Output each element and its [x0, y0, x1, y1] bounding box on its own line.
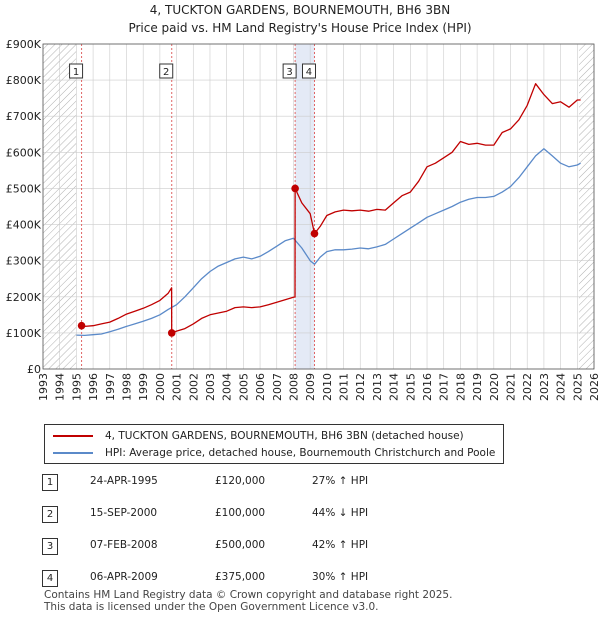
- sale-point: [310, 229, 319, 238]
- y-tick-label: £100K: [6, 327, 42, 340]
- table-row: 1 24-APR-1995 £120,000 27% ↑ HPI: [40, 474, 560, 506]
- legend: 4, TUCKTON GARDENS, BOURNEMOUTH, BH6 3BN…: [44, 424, 504, 464]
- sale-label: 1: [73, 67, 79, 78]
- transaction-date: 15-SEP-2000: [90, 507, 158, 519]
- transaction-hpi: 27% ↑ HPI: [312, 475, 369, 487]
- transaction-hpi: 44% ↓ HPI: [312, 507, 369, 519]
- transaction-number: 4: [42, 570, 58, 587]
- footer-licence: This data is licensed under the Open Gov…: [44, 601, 379, 613]
- x-tick-label: 2014: [388, 373, 401, 401]
- y-tick-label: £300K: [6, 255, 42, 268]
- sale-label: 3: [286, 67, 292, 78]
- x-tick-label: 1995: [70, 373, 83, 401]
- x-tick-label: 2016: [421, 373, 434, 401]
- plot-area: [43, 44, 594, 369]
- x-tick-label: 2012: [354, 373, 367, 401]
- x-tick-label: 1993: [37, 373, 50, 401]
- x-tick-label: 2019: [471, 373, 484, 401]
- x-tick-label: 2003: [204, 373, 217, 401]
- x-tick-label: 2000: [154, 373, 167, 401]
- x-tick-label: 2005: [237, 373, 250, 401]
- x-tick-label: 2009: [304, 373, 317, 401]
- transaction-number: 1: [42, 474, 58, 491]
- sale-label-box: [69, 63, 84, 79]
- x-tick-label: 2024: [555, 373, 568, 401]
- sale-point: [167, 329, 176, 337]
- legend-label-price-paid: 4, TUCKTON GARDENS, BOURNEMOUTH, BH6 3BN…: [105, 430, 464, 442]
- legend-swatch-hpi: [53, 452, 93, 454]
- x-tick-label: 2007: [271, 373, 284, 401]
- x-tick-label: 1996: [87, 373, 100, 401]
- legend-label-hpi: HPI: Average price, detached house, Bour…: [105, 447, 496, 459]
- transaction-date: 06-APR-2009: [90, 571, 158, 583]
- x-tick-label: 2022: [521, 373, 534, 401]
- x-tick-label: 1999: [137, 373, 150, 401]
- x-tick-label: 2002: [187, 373, 200, 401]
- x-tick-label: 1998: [120, 373, 133, 401]
- transaction-price: £375,000: [215, 571, 266, 583]
- x-tick-label: 2020: [488, 373, 501, 401]
- sale-point: [77, 321, 86, 330]
- x-tick-label: 2008: [287, 373, 300, 401]
- table-row: 2 15-SEP-2000 £100,000 44% ↓ HPI: [40, 506, 560, 538]
- price-chart: 1 2 3 4 £0 £100K £200K £300K £400K £500K £600K £70…: [6, 38, 600, 401]
- x-tick-label: 1997: [104, 373, 117, 401]
- x-tick-label: 2018: [454, 373, 467, 401]
- legend-item-price-paid: 4, TUCKTON GARDENS, BOURNEMOUTH, BH6 3BN…: [53, 428, 464, 444]
- transaction-date: 24-APR-1995: [90, 475, 158, 487]
- table-row: 4 06-APR-2009 £375,000 30% ↑ HPI: [40, 570, 560, 602]
- sale-label: 2: [163, 67, 169, 78]
- transaction-number: 3: [42, 538, 58, 555]
- hatched-region: [578, 44, 594, 369]
- x-tick-label: 2026: [588, 373, 600, 401]
- x-tick-label: 2021: [505, 373, 518, 401]
- x-tick-label: 2015: [404, 373, 417, 401]
- hpi-line: [76, 148, 581, 337]
- x-tick-label: 2013: [371, 373, 384, 401]
- sale-label-box: [159, 63, 174, 79]
- x-tick-label: 2010: [321, 373, 334, 401]
- y-tick-label: £400K: [6, 219, 42, 232]
- y-tick-label: £600K: [6, 146, 42, 159]
- transaction-hpi: 42% ↑ HPI: [312, 539, 369, 551]
- x-tick-label: 2001: [171, 373, 184, 401]
- sale-label-box: [282, 63, 297, 79]
- y-tick-label: £900K: [6, 38, 42, 51]
- plot-border: [42, 43, 595, 370]
- y-tick-label: £200K: [6, 291, 42, 304]
- y-tick-label: £500K: [6, 182, 42, 195]
- transaction-price: £500,000: [215, 539, 266, 551]
- x-tick-label: 2025: [571, 373, 584, 401]
- sale-point: [291, 184, 299, 193]
- y-tick-label: £0: [27, 363, 41, 376]
- chart-title: 4, TUCKTON GARDENS, BOURNEMOUTH, BH6 3BN: [149, 3, 451, 17]
- table-row: 3 07-FEB-2008 £500,000 42% ↑ HPI: [40, 538, 560, 570]
- legend-swatch-price-paid: [53, 435, 93, 437]
- y-tick-label: £800K: [6, 74, 42, 87]
- footer-notice: Contains HM Land Registry data © Crown c…: [44, 589, 452, 613]
- chart-subtitle: Price paid vs. HM Land Registry's House …: [128, 21, 472, 35]
- y-tick-label: £700K: [6, 110, 42, 123]
- transaction-date: 07-FEB-2008: [90, 539, 158, 551]
- x-tick-label: 2017: [438, 373, 451, 401]
- transaction-price: £120,000: [215, 475, 266, 487]
- legend-item-hpi: HPI: Average price, detached house, Bour…: [53, 445, 495, 461]
- x-tick-label: 2004: [221, 373, 234, 401]
- sale-label-box: [301, 63, 316, 79]
- price-paid-line: [81, 83, 581, 334]
- transaction-price: £100,000: [215, 507, 266, 519]
- transaction-hpi: 30% ↑ HPI: [312, 571, 369, 583]
- transaction-number: 2: [42, 506, 58, 523]
- transactions-table: 1 24-APR-1995 £120,000 27% ↑ HPI 2 15-SE…: [40, 474, 560, 602]
- x-tick-label: 2023: [538, 373, 551, 401]
- x-tick-label: 1994: [54, 373, 67, 401]
- sale-label: 4: [306, 67, 312, 78]
- x-tick-label: 2011: [338, 373, 351, 401]
- x-tick-label: 2006: [254, 373, 267, 401]
- footer-copyright: Contains HM Land Registry data © Crown c…: [44, 589, 453, 601]
